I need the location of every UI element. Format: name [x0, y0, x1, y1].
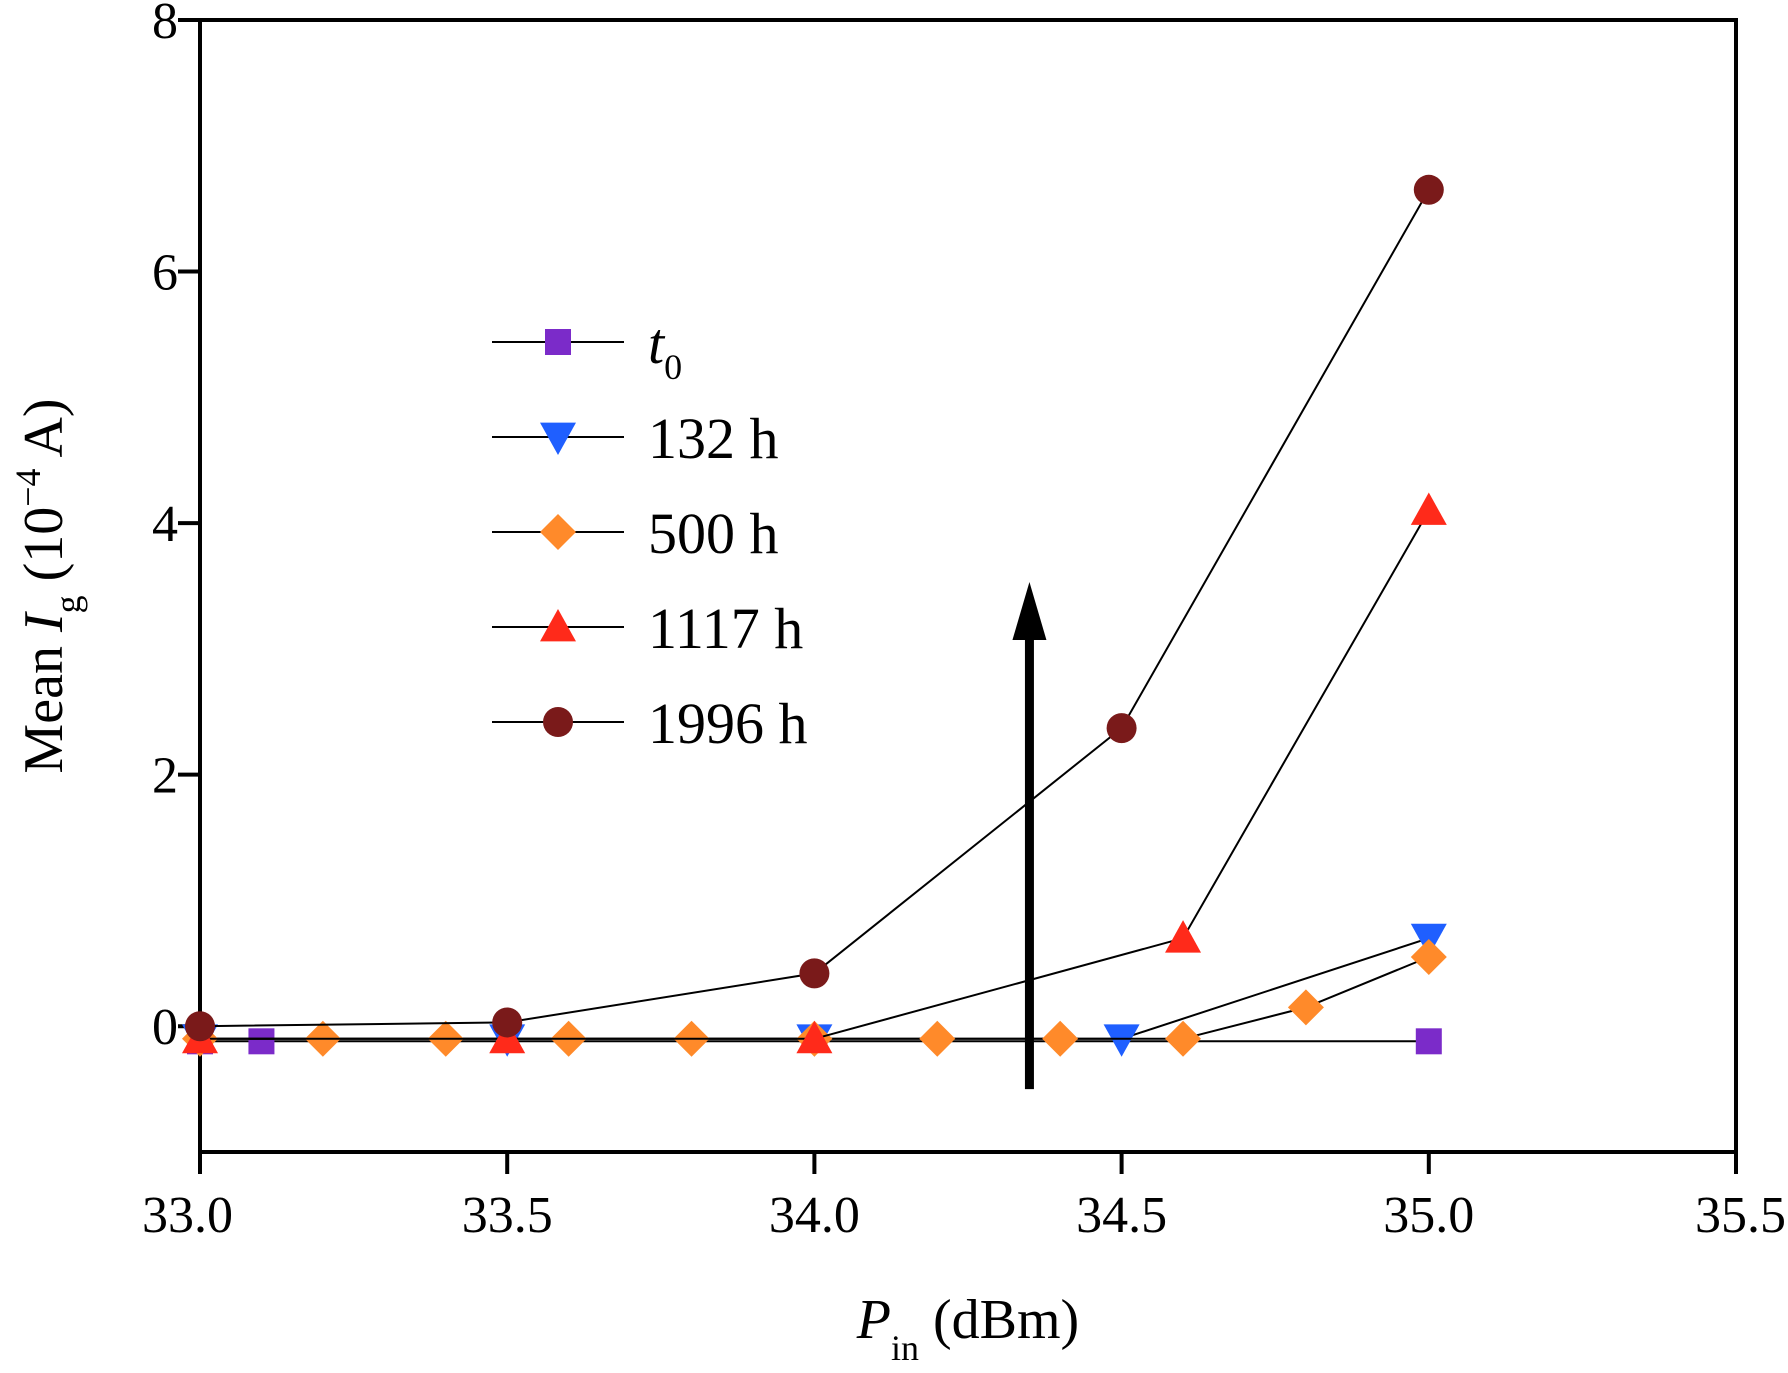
legend-marker	[543, 707, 573, 737]
series-line	[199, 189, 1430, 1028]
axis-titles: Pin (dBm) Mean Ig (10−4 A)	[8, 398, 1079, 1368]
data-point	[1103, 1024, 1140, 1057]
legend-marker	[540, 422, 576, 455]
data-point	[1042, 1020, 1079, 1057]
plot-frame	[198, 18, 1738, 1154]
y-tick-label: 2	[152, 748, 178, 805]
legend-item-1: 132 h	[492, 406, 779, 471]
arrow-head	[1012, 582, 1047, 640]
series-layer	[182, 174, 1447, 1057]
y-tick-label: 6	[152, 245, 178, 302]
x-tick-label: 35.0	[1383, 1187, 1474, 1244]
legend-label: t0	[648, 311, 682, 387]
data-point	[1106, 713, 1137, 744]
legend-item-0: t0	[492, 311, 682, 387]
y-axis-title: Mean Ig (10−4 A)	[8, 398, 88, 773]
data-point	[1410, 939, 1447, 976]
legend-item-3: 1117 h	[492, 596, 803, 661]
x-tick-label: 33.0	[142, 1187, 233, 1244]
data-point	[1165, 920, 1202, 953]
x-tick-label: 34.0	[769, 1187, 860, 1244]
legend-marker	[540, 514, 576, 550]
x-tick-label: 33.5	[462, 1187, 553, 1244]
x-tick-label: 35.5	[1695, 1187, 1786, 1244]
data-point	[492, 1007, 523, 1038]
data-point	[1415, 1028, 1442, 1055]
y-tick-label: 4	[152, 496, 178, 553]
data-point	[919, 1020, 956, 1057]
data-point	[248, 1028, 275, 1055]
legend-label: 1996 h	[648, 691, 808, 756]
axes: 33.0 33.5 34.0 34.5 35.0 35.5 0 2 4 6 8	[142, 0, 1786, 1244]
y-tick-label: 0	[152, 999, 178, 1056]
legend-label: 500 h	[648, 501, 779, 566]
data-point	[1287, 989, 1324, 1026]
legend: t0 132 h 500 h 1117 h 1996 h	[492, 311, 808, 756]
legend-marker	[540, 609, 576, 642]
data-point	[799, 958, 830, 989]
legend-item-2: 500 h	[492, 501, 779, 566]
data-point	[185, 1011, 215, 1042]
x-tick-label: 34.5	[1076, 1187, 1167, 1244]
legend-label: 1117 h	[648, 596, 803, 661]
data-point	[1413, 174, 1444, 205]
legend-item-4: 1996 h	[492, 691, 808, 756]
data-point	[1165, 1020, 1202, 1057]
y-tick-label: 8	[152, 0, 178, 50]
series-4	[185, 174, 1444, 1042]
legend-label: 132 h	[648, 406, 779, 471]
x-axis-title: Pin (dBm)	[856, 1289, 1079, 1368]
annotations	[1012, 582, 1047, 1090]
data-point	[1410, 492, 1447, 525]
legend-marker	[545, 329, 571, 355]
data-point	[796, 1020, 833, 1054]
